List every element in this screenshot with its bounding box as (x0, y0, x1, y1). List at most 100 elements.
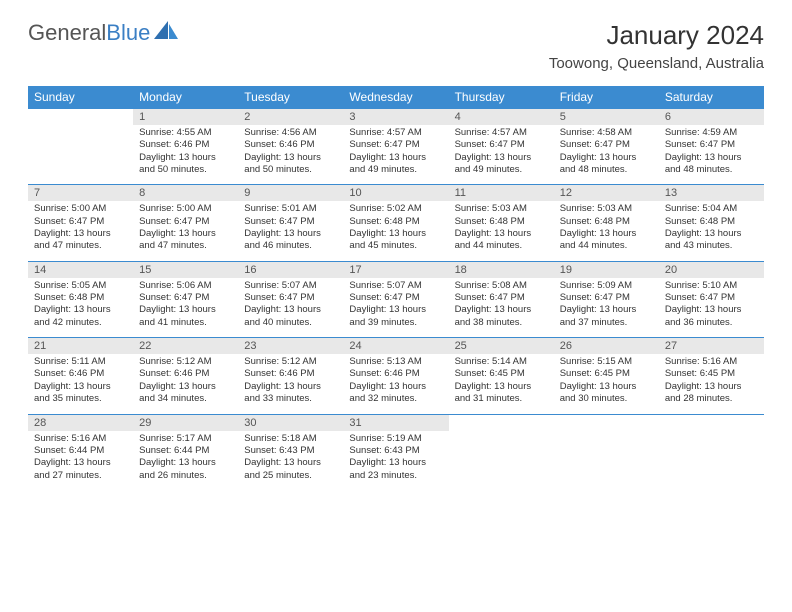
calendar-cell: 11Sunrise: 5:03 AMSunset: 6:48 PMDayligh… (449, 185, 554, 261)
day-body: Sunrise: 5:16 AMSunset: 6:45 PMDaylight:… (659, 354, 764, 413)
day-number: 13 (659, 185, 764, 201)
daylight-text: Daylight: 13 hours and 43 minutes. (665, 228, 758, 253)
calendar-cell: 19Sunrise: 5:09 AMSunset: 6:47 PMDayligh… (554, 261, 659, 337)
day-header: Friday (554, 86, 659, 109)
day-number: 28 (28, 415, 133, 431)
day-number: 10 (343, 185, 448, 201)
sunset-text: Sunset: 6:48 PM (349, 216, 442, 228)
daylight-text: Daylight: 13 hours and 47 minutes. (139, 228, 232, 253)
sunrise-text: Sunrise: 5:19 AM (349, 433, 442, 445)
calendar-page: GeneralBlue January 2024 Toowong, Queens… (0, 0, 792, 510)
calendar-table: SundayMondayTuesdayWednesdayThursdayFrid… (28, 86, 764, 490)
day-number: 24 (343, 338, 448, 354)
day-number: 5 (554, 109, 659, 125)
calendar-cell: 4Sunrise: 4:57 AMSunset: 6:47 PMDaylight… (449, 109, 554, 185)
sunrise-text: Sunrise: 5:07 AM (349, 280, 442, 292)
sunrise-text: Sunrise: 4:57 AM (455, 127, 548, 139)
sunrise-text: Sunrise: 5:00 AM (139, 203, 232, 215)
day-number: 23 (238, 338, 343, 354)
month-title: January 2024 (549, 20, 764, 51)
sunset-text: Sunset: 6:44 PM (34, 445, 127, 457)
daylight-text: Daylight: 13 hours and 36 minutes. (665, 304, 758, 329)
logo-word1: General (28, 20, 106, 45)
day-number: 11 (449, 185, 554, 201)
sunset-text: Sunset: 6:48 PM (560, 216, 653, 228)
sunrise-text: Sunrise: 5:16 AM (665, 356, 758, 368)
sunrise-text: Sunrise: 5:16 AM (34, 433, 127, 445)
daylight-text: Daylight: 13 hours and 50 minutes. (139, 152, 232, 177)
calendar-cell: 9Sunrise: 5:01 AMSunset: 6:47 PMDaylight… (238, 185, 343, 261)
calendar-cell: 15Sunrise: 5:06 AMSunset: 6:47 PMDayligh… (133, 261, 238, 337)
daylight-text: Daylight: 13 hours and 44 minutes. (560, 228, 653, 253)
sunset-text: Sunset: 6:47 PM (455, 139, 548, 151)
calendar-cell: 13Sunrise: 5:04 AMSunset: 6:48 PMDayligh… (659, 185, 764, 261)
sunset-text: Sunset: 6:43 PM (244, 445, 337, 457)
logo-word2: Blue (106, 20, 150, 45)
daylight-text: Daylight: 13 hours and 47 minutes. (34, 228, 127, 253)
day-number: 21 (28, 338, 133, 354)
daylight-text: Daylight: 13 hours and 38 minutes. (455, 304, 548, 329)
daylight-text: Daylight: 13 hours and 48 minutes. (560, 152, 653, 177)
day-number: 7 (28, 185, 133, 201)
day-body: Sunrise: 5:05 AMSunset: 6:48 PMDaylight:… (28, 278, 133, 337)
day-body: Sunrise: 4:58 AMSunset: 6:47 PMDaylight:… (554, 125, 659, 184)
sunrise-text: Sunrise: 5:13 AM (349, 356, 442, 368)
calendar-cell: 5Sunrise: 4:58 AMSunset: 6:47 PMDaylight… (554, 109, 659, 185)
sunset-text: Sunset: 6:46 PM (34, 368, 127, 380)
calendar-cell: 20Sunrise: 5:10 AMSunset: 6:47 PMDayligh… (659, 261, 764, 337)
daylight-text: Daylight: 13 hours and 30 minutes. (560, 381, 653, 406)
calendar-head: SundayMondayTuesdayWednesdayThursdayFrid… (28, 86, 764, 109)
sunrise-text: Sunrise: 5:14 AM (455, 356, 548, 368)
daylight-text: Daylight: 13 hours and 35 minutes. (34, 381, 127, 406)
day-number: 17 (343, 262, 448, 278)
daylight-text: Daylight: 13 hours and 25 minutes. (244, 457, 337, 482)
day-body (554, 419, 659, 429)
daylight-text: Daylight: 13 hours and 46 minutes. (244, 228, 337, 253)
calendar-cell: 3Sunrise: 4:57 AMSunset: 6:47 PMDaylight… (343, 109, 448, 185)
daylight-text: Daylight: 13 hours and 32 minutes. (349, 381, 442, 406)
day-body: Sunrise: 5:10 AMSunset: 6:47 PMDaylight:… (659, 278, 764, 337)
sunset-text: Sunset: 6:47 PM (665, 139, 758, 151)
day-body: Sunrise: 5:11 AMSunset: 6:46 PMDaylight:… (28, 354, 133, 413)
sunset-text: Sunset: 6:47 PM (139, 216, 232, 228)
sunset-text: Sunset: 6:47 PM (349, 139, 442, 151)
calendar-cell (449, 414, 554, 490)
sunset-text: Sunset: 6:47 PM (244, 216, 337, 228)
day-number: 8 (133, 185, 238, 201)
daylight-text: Daylight: 13 hours and 49 minutes. (349, 152, 442, 177)
day-body: Sunrise: 5:17 AMSunset: 6:44 PMDaylight:… (133, 431, 238, 490)
calendar-cell: 29Sunrise: 5:17 AMSunset: 6:44 PMDayligh… (133, 414, 238, 490)
day-body: Sunrise: 5:04 AMSunset: 6:48 PMDaylight:… (659, 201, 764, 260)
daylight-text: Daylight: 13 hours and 27 minutes. (34, 457, 127, 482)
title-block: January 2024 Toowong, Queensland, Austra… (549, 20, 764, 72)
day-body: Sunrise: 5:02 AMSunset: 6:48 PMDaylight:… (343, 201, 448, 260)
day-body: Sunrise: 5:01 AMSunset: 6:47 PMDaylight:… (238, 201, 343, 260)
calendar-cell: 14Sunrise: 5:05 AMSunset: 6:48 PMDayligh… (28, 261, 133, 337)
day-number: 9 (238, 185, 343, 201)
sunrise-text: Sunrise: 5:03 AM (455, 203, 548, 215)
day-body: Sunrise: 5:09 AMSunset: 6:47 PMDaylight:… (554, 278, 659, 337)
calendar-cell: 24Sunrise: 5:13 AMSunset: 6:46 PMDayligh… (343, 338, 448, 414)
calendar-cell: 10Sunrise: 5:02 AMSunset: 6:48 PMDayligh… (343, 185, 448, 261)
sunrise-text: Sunrise: 5:02 AM (349, 203, 442, 215)
calendar-cell: 6Sunrise: 4:59 AMSunset: 6:47 PMDaylight… (659, 109, 764, 185)
day-number: 12 (554, 185, 659, 201)
calendar-cell: 21Sunrise: 5:11 AMSunset: 6:46 PMDayligh… (28, 338, 133, 414)
day-body: Sunrise: 5:07 AMSunset: 6:47 PMDaylight:… (343, 278, 448, 337)
sunset-text: Sunset: 6:45 PM (560, 368, 653, 380)
day-body (449, 419, 554, 429)
day-number: 22 (133, 338, 238, 354)
sunset-text: Sunset: 6:46 PM (244, 368, 337, 380)
sunset-text: Sunset: 6:47 PM (665, 292, 758, 304)
daylight-text: Daylight: 13 hours and 31 minutes. (455, 381, 548, 406)
calendar-cell: 23Sunrise: 5:12 AMSunset: 6:46 PMDayligh… (238, 338, 343, 414)
daylight-text: Daylight: 13 hours and 39 minutes. (349, 304, 442, 329)
sunset-text: Sunset: 6:48 PM (34, 292, 127, 304)
calendar-body: 1Sunrise: 4:55 AMSunset: 6:46 PMDaylight… (28, 109, 764, 490)
day-header: Wednesday (343, 86, 448, 109)
daylight-text: Daylight: 13 hours and 23 minutes. (349, 457, 442, 482)
day-body: Sunrise: 4:55 AMSunset: 6:46 PMDaylight:… (133, 125, 238, 184)
logo: GeneralBlue (28, 20, 180, 46)
sunset-text: Sunset: 6:45 PM (455, 368, 548, 380)
day-number: 4 (449, 109, 554, 125)
